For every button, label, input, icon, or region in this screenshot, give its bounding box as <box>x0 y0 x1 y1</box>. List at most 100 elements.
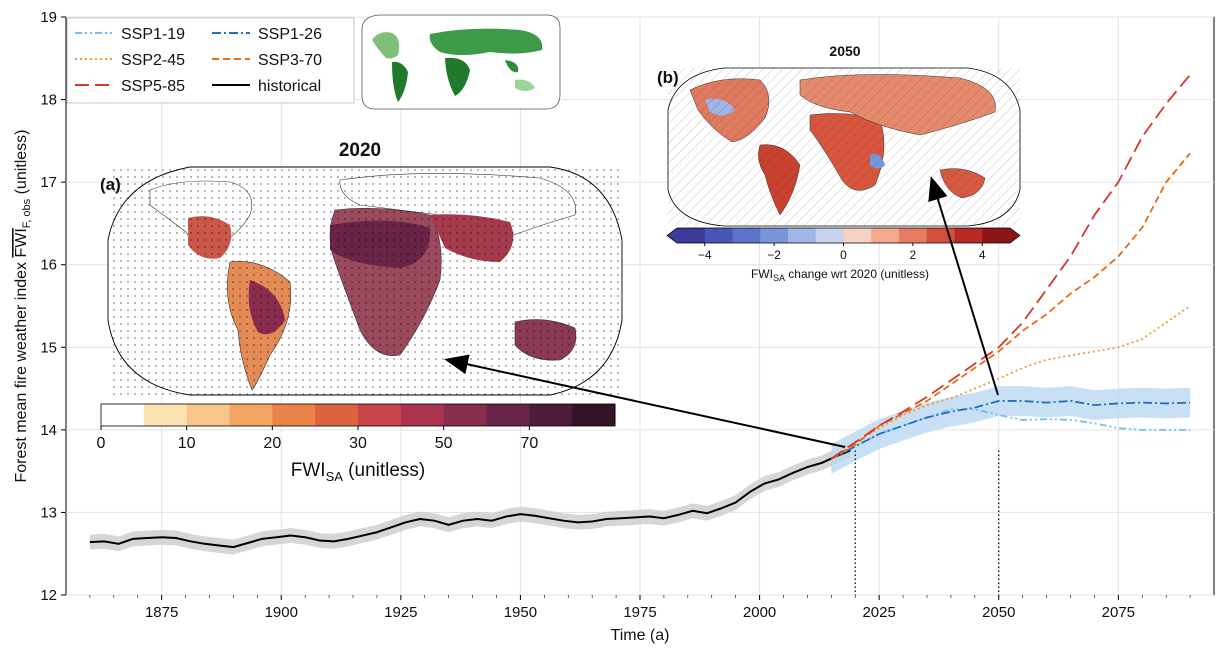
colorbar-a-bin <box>529 404 573 426</box>
panel-a-colorbar-ticks: 0 10 20 30 50 70 <box>97 426 538 452</box>
inset-africa <box>445 57 470 96</box>
colorbar-b-bin <box>982 228 1011 243</box>
colorbar-b-bin <box>788 228 817 243</box>
x-tick-label: 1875 <box>145 604 178 621</box>
legend-label-SSP2-45: SSP2-45 <box>121 52 185 69</box>
band-historical <box>89 443 851 555</box>
panel-b-colorbar-ticks: −4 −2 0 2 4 <box>698 243 986 262</box>
series-line-SSP2-45 <box>830 305 1191 460</box>
x-tick-label: 2000 <box>743 604 776 621</box>
y-tick-label: 19 <box>40 9 57 26</box>
y-tick-label: 12 <box>40 587 57 604</box>
panel-b-hatching <box>668 68 1020 226</box>
y-axis-title: Forest mean fire weather index FWIF, obs… <box>13 129 33 482</box>
colorbar-b-bin <box>871 228 900 243</box>
x-tick-label: 2050 <box>982 604 1015 621</box>
colorbar-a-bin <box>229 404 273 426</box>
inset-americas-north <box>372 32 400 59</box>
panel-a-colorbar-label-rest: (unitless) <box>343 460 425 481</box>
x-tick-label: 1900 <box>265 604 298 621</box>
legend-frame <box>66 17 355 104</box>
legend-label-SSP1-26: SSP1-26 <box>258 26 322 43</box>
series-line-SSP5-85 <box>830 74 1191 460</box>
colorbar-b-max-extend <box>1010 228 1020 243</box>
colorbar-a-bin <box>400 404 445 426</box>
y-tick-label: 17 <box>40 174 57 191</box>
panel-a-title: 2020 <box>339 140 381 161</box>
panel-a-significance-dots <box>108 167 622 395</box>
x-axis: 1875 1900 1925 1950 1975 2000 2025 2050 2075 <box>89 595 1191 621</box>
colorbar-a-tick-label: 20 <box>263 435 281 452</box>
series-lines <box>89 74 1191 549</box>
colorbar-b-tick-label: 0 <box>840 248 847 262</box>
colorbar-b-bin <box>760 228 789 243</box>
colorbar-b-bin <box>732 228 761 243</box>
panel-b-colorbar-label-sub: SA <box>773 273 785 283</box>
colorbar-a-tick-label: 0 <box>97 435 106 452</box>
panel-a-colorbar-label-sub: SA <box>326 469 344 484</box>
series-line-SSP1-26 <box>830 400 1191 460</box>
colorbar-a-bin <box>143 404 188 426</box>
series-line-SSP1-19 <box>830 408 1191 460</box>
colorbar-a-bin <box>315 404 359 426</box>
colorbar-b-tick-label: −2 <box>767 248 781 262</box>
y-axis-title-main: Forest mean fire weather index <box>13 258 30 483</box>
panel-a-colorbar <box>100 403 616 427</box>
svg-text:Forest mean fire weather index: Forest mean fire weather index FWIF, obs… <box>13 129 33 482</box>
x-tick-label: 1975 <box>623 604 656 621</box>
colorbar-a-tick-label: 50 <box>435 435 453 452</box>
uncertainty-bands <box>89 386 1191 555</box>
y-tick-label: 16 <box>40 257 57 274</box>
y-tick-label: 13 <box>40 504 57 521</box>
panel-b-colorbar <box>666 227 1021 244</box>
colorbar-a-bin <box>572 404 616 426</box>
colorbar-a-tick-label: 10 <box>178 435 196 452</box>
legend: SSP1-19 SSP2-45 SSP5-85 SSP1-26 SSP3-70 histo… <box>66 17 355 104</box>
legend-label-SSP3-70: SSP3-70 <box>258 52 322 69</box>
inset-australia <box>515 79 535 91</box>
series-line-historical <box>89 449 851 549</box>
colorbar-b-tick-label: 2 <box>910 248 917 262</box>
x-tick-label: 1950 <box>504 604 537 621</box>
inset-eurasia <box>429 28 543 55</box>
forest-cover-inset-map <box>361 14 561 110</box>
colorbar-b-tick-label: −4 <box>698 248 712 262</box>
colorbar-b-bin <box>899 228 928 243</box>
colorbar-a-tick-label: 70 <box>520 435 538 452</box>
inset-americas-south <box>392 61 408 102</box>
colorbar-a-bin <box>101 404 145 426</box>
x-tick-label: 1925 <box>384 604 417 621</box>
colorbar-b-min-extend <box>667 228 677 243</box>
legend-label-historical: historical <box>258 78 321 95</box>
panel-a-colorbar-label-main: FWI <box>291 460 326 481</box>
colorbar-b-frame <box>666 227 1021 244</box>
colorbar-b-bin <box>677 228 706 243</box>
colorbar-b-bin <box>815 228 844 243</box>
inset-se-asia <box>505 60 519 73</box>
year-markers <box>854 450 1000 595</box>
y-tick-label: 18 <box>40 92 57 109</box>
panel-b-map-2050: (b) 2050 −4 −2 0 2 4 FWISA change wrt 2020 (… <box>657 43 1021 283</box>
panel-a-colorbar-label: FWISA (unitless) <box>291 460 426 484</box>
colorbar-a-bin <box>486 404 530 426</box>
y-axis-title-unit: (unitless) <box>13 129 30 198</box>
colorbar-a-bin <box>272 404 316 426</box>
panel-b-title: 2050 <box>829 43 860 59</box>
band-SSP1-26 <box>831 386 1191 474</box>
y-axis-title-symbol: FWI <box>13 228 30 257</box>
y-axis-title-sub: F, obs <box>21 198 33 228</box>
colorbar-b-bin <box>843 228 872 243</box>
y-tick-label: 14 <box>40 422 57 439</box>
x-tick-label: 2075 <box>1102 604 1135 621</box>
arrow-to-panel-a <box>444 354 846 448</box>
colorbar-b-bin <box>704 228 733 243</box>
legend-label-SSP5-85: SSP5-85 <box>121 78 185 95</box>
y-tick-label: 15 <box>40 339 57 356</box>
colorbar-a-bin <box>186 404 230 426</box>
colorbar-b-tick-label: 4 <box>979 248 986 262</box>
x-axis-title: Time (a) <box>611 627 670 644</box>
x-tick-label: 2025 <box>862 604 895 621</box>
colorbar-a-tick-label: 30 <box>349 435 367 452</box>
